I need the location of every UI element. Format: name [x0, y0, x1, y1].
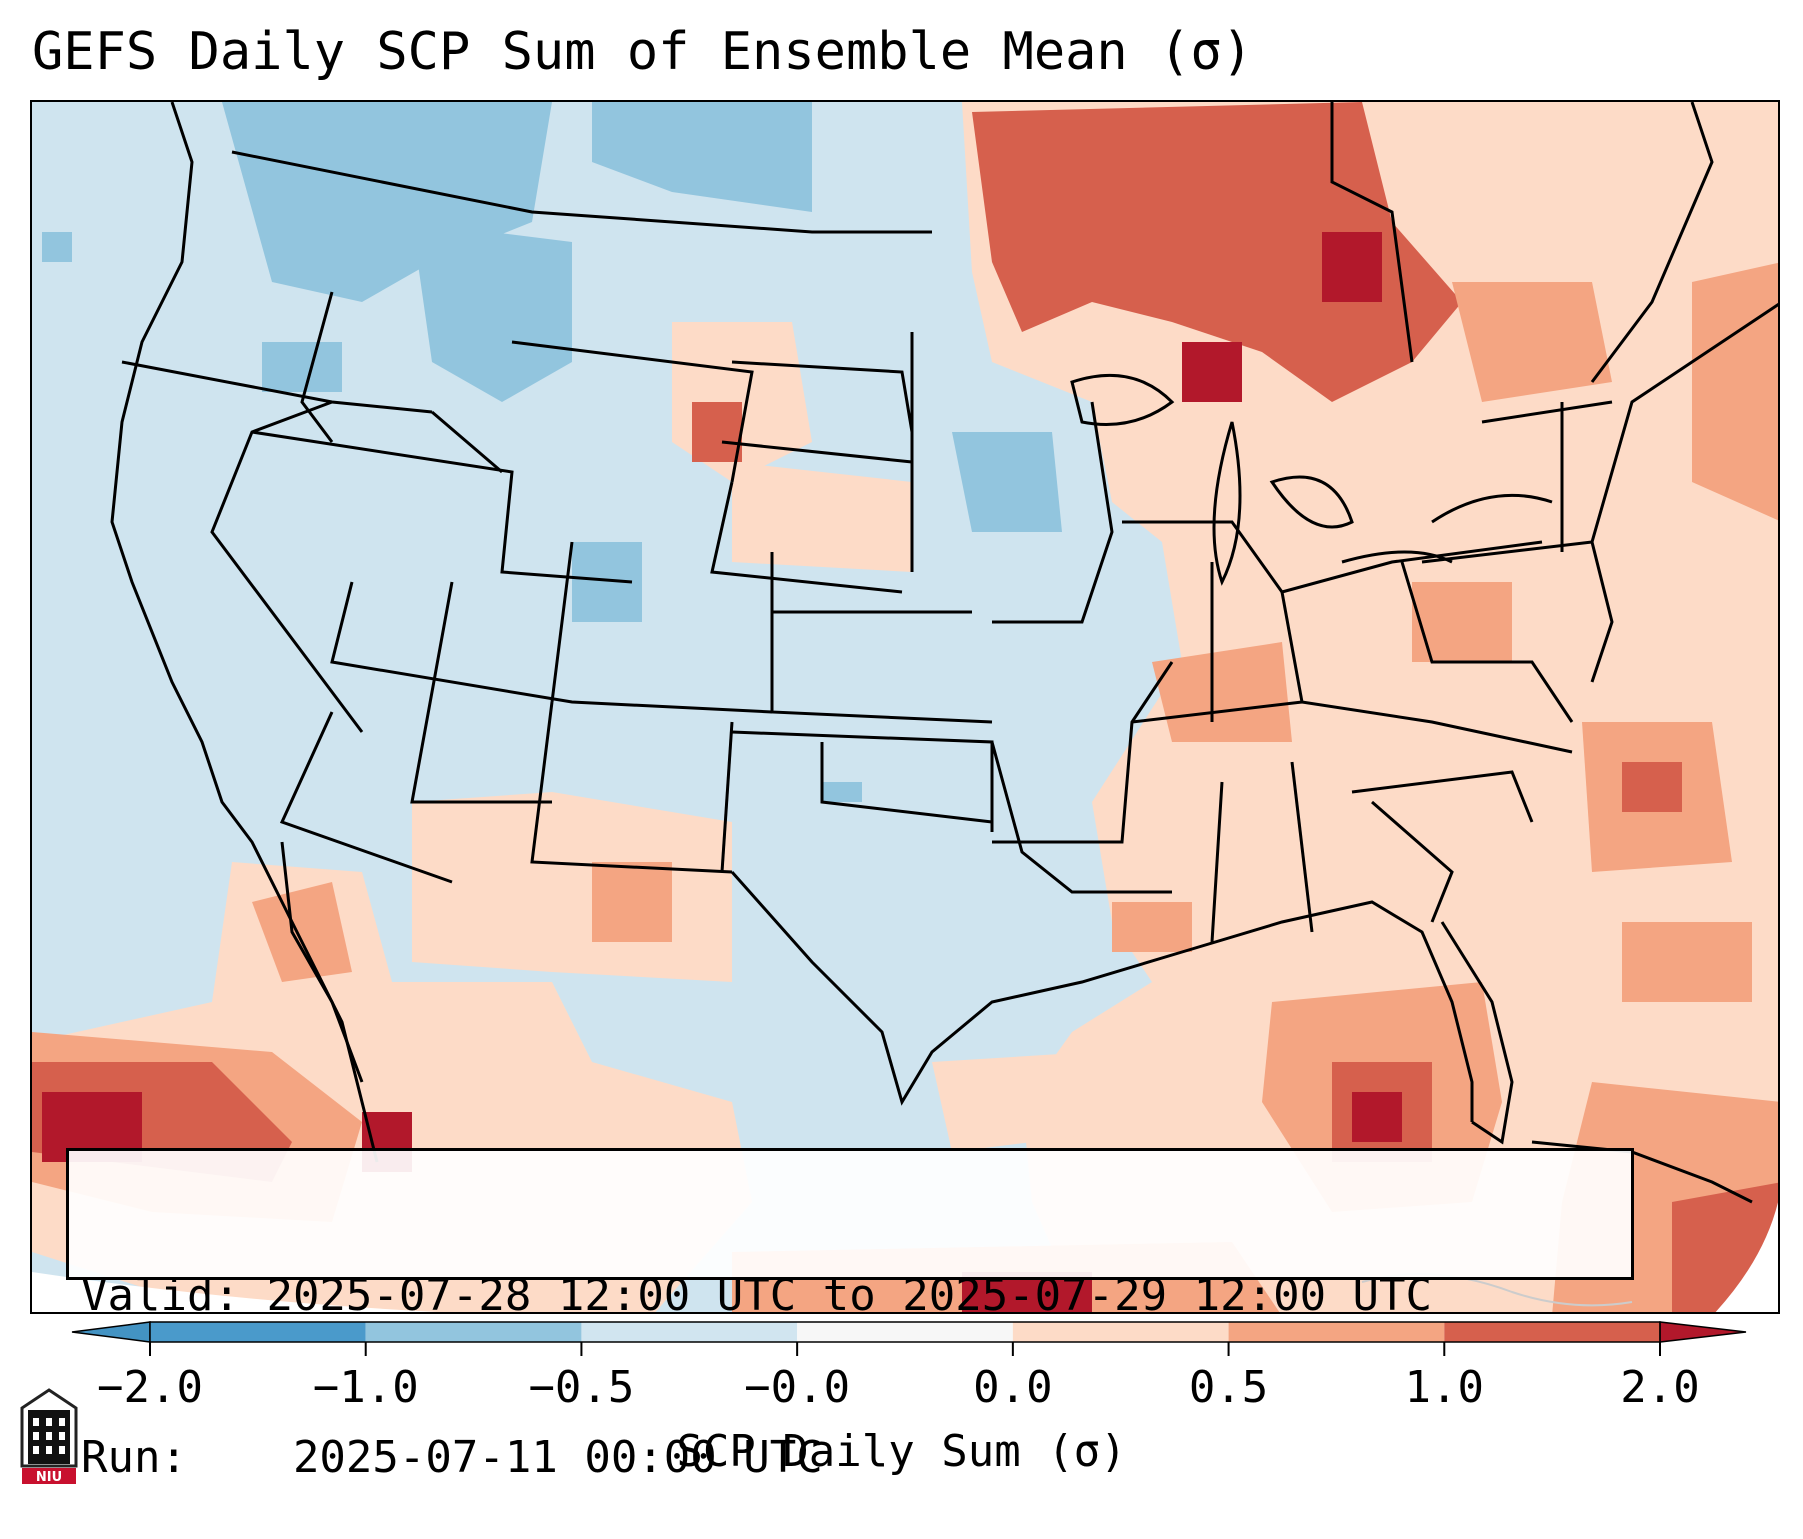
run-row: Run: 2025-07-11 00:00 UTC	[81, 1431, 1619, 1485]
negative-anomaly-fields	[42, 102, 1062, 802]
colorbar-tick-label: −0.5	[528, 1362, 635, 1413]
colorbar-segment	[581, 1322, 798, 1342]
colorbar	[71, 1321, 1747, 1356]
colorbar-tick-label: 0.0	[973, 1362, 1053, 1413]
colorbar-tick-label: −2.0	[97, 1362, 203, 1413]
niu-tower-icon: NIU	[20, 1388, 78, 1485]
colorbar-extend-high	[1659, 1321, 1747, 1343]
valid-value: 2025-07-28 12:00 UTC to 2025-07-29 12:00…	[266, 1270, 1433, 1321]
colorbar-segment	[1228, 1322, 1445, 1342]
colorbar-label: SCP Daily Sum (σ)	[676, 1426, 1127, 1477]
niu-logo-text: NIU	[36, 1470, 62, 1485]
map-edge	[1715, 1202, 1778, 1312]
colorbar-segment	[1012, 1322, 1229, 1342]
map-panel	[30, 100, 1780, 1314]
colorbar-tick-label: −1.0	[312, 1362, 419, 1413]
run-value: 2025-07-11 00:00 UTC	[292, 1432, 823, 1483]
colorbar-segment	[150, 1322, 366, 1342]
scp-map	[32, 102, 1778, 1312]
colorbar-tick-label: 0.5	[1188, 1362, 1269, 1413]
chart-title: GEFS Daily SCP Sum of Ensemble Mean (σ)	[32, 22, 1253, 82]
colorbar-tick-label: 1.0	[1404, 1362, 1485, 1413]
map-edge	[32, 1272, 438, 1312]
colorbar-segment	[797, 1322, 1013, 1342]
valid-label: Valid:	[81, 1270, 240, 1321]
state-boundaries	[110, 102, 1778, 1204]
valid-row: Valid: 2025-07-28 12:00 UTC to 2025-07-2…	[81, 1269, 1619, 1323]
colorbar-tick-label: −0.0	[744, 1362, 851, 1413]
run-label: Run:	[81, 1432, 187, 1483]
colorbar-extend-low	[71, 1321, 151, 1343]
colorbar-tick-label: 2.0	[1620, 1362, 1700, 1413]
colorbar-segment	[1444, 1322, 1660, 1342]
colorbar-segment	[365, 1322, 582, 1342]
colorbar-outline	[149, 1321, 1661, 1343]
valid-time-box: Valid: 2025-07-28 12:00 UTC to 2025-07-2…	[66, 1148, 1634, 1483]
